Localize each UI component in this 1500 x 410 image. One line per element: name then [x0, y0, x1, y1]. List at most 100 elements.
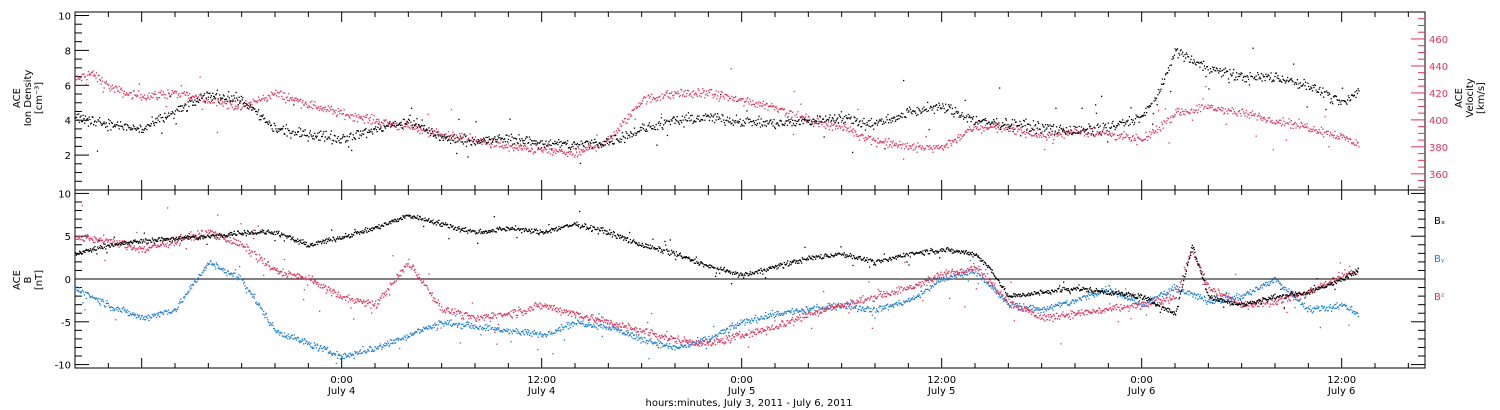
density-series-point: [339, 138, 341, 140]
density-series-point: [177, 109, 179, 111]
density-series-point: [450, 137, 453, 139]
velocity-series-point: [1322, 128, 1324, 130]
velocity-series-point: [177, 94, 179, 96]
velocity-series-point: [1241, 108, 1243, 111]
velocity-series-point: [182, 92, 184, 94]
density-series-point: [1280, 80, 1282, 82]
density-series-point: [1303, 78, 1305, 81]
density-series-point: [1050, 128, 1052, 130]
by-series-point: [703, 337, 705, 339]
density-series-point: [262, 114, 264, 116]
density-series-point: [969, 117, 972, 119]
velocity-series-point: [387, 121, 389, 124]
by-series-point: [787, 310, 789, 312]
by-series-point: [477, 327, 479, 330]
velocity-series-point: [1006, 126, 1008, 128]
velocity-series-point: [189, 93, 191, 95]
by-series-point: [147, 314, 149, 316]
velocity-series-point: [348, 115, 350, 117]
velocity-series-point: [1287, 122, 1289, 124]
density-series-point: [1263, 76, 1265, 78]
density-series-point: [1021, 126, 1023, 128]
velocity-series-point: [1324, 115, 1326, 118]
velocity-series-point: [704, 97, 706, 99]
density-series-point: [194, 99, 196, 101]
velocity-series-point: [1229, 110, 1231, 112]
velocity-series-point: [399, 123, 401, 125]
density-series-point: [1168, 69, 1170, 71]
velocity-series-point: [330, 105, 332, 108]
density-series-point: [553, 143, 555, 145]
density-series-point: [252, 107, 254, 109]
velocity-series-point: [156, 97, 158, 99]
velocity-series-point: [930, 146, 933, 149]
velocity-series-point: [1243, 113, 1245, 115]
by-series-point: [758, 319, 760, 321]
velocity-series-point: [427, 113, 429, 115]
density-series-point: [176, 108, 178, 110]
velocity-series-point: [622, 121, 624, 124]
velocity-series-point: [108, 88, 110, 90]
velocity-series-point: [1188, 112, 1191, 114]
velocity-series-point: [1225, 123, 1227, 125]
density-series-point: [831, 117, 834, 119]
by-series-point: [251, 296, 253, 298]
density-series-point: [633, 127, 636, 129]
density-series-point: [375, 129, 378, 131]
velocity-series-point: [891, 142, 894, 144]
by-series-point: [113, 310, 115, 312]
density-series-point: [1275, 72, 1277, 74]
density-series-point: [764, 124, 766, 126]
velocity-series-point: [150, 95, 152, 97]
velocity-series-point: [717, 91, 720, 93]
velocity-series-point: [453, 137, 456, 140]
density-series-point: [244, 105, 246, 107]
velocity-series-point: [426, 129, 428, 131]
velocity-series-point: [534, 151, 537, 153]
by-series-point: [869, 310, 871, 312]
density-series-point: [1153, 100, 1155, 102]
density-series-point: [191, 100, 193, 102]
density-series-point: [990, 123, 992, 126]
density-series-point: [724, 124, 726, 126]
by-series-point: [470, 327, 472, 329]
by-series-point: [449, 320, 451, 322]
by-series-point: [515, 330, 517, 333]
density-series-point: [167, 115, 169, 117]
density-series-point: [1013, 128, 1015, 131]
density-series-point: [251, 109, 253, 111]
velocity-series-point: [1003, 128, 1005, 130]
by-series-point: [248, 290, 250, 292]
velocity-series-point: [1215, 108, 1217, 110]
density-series-point: [563, 141, 565, 144]
by-series-point: [579, 323, 581, 325]
velocity-series-point: [894, 144, 897, 147]
velocity-series-point: [581, 150, 583, 152]
by-series-point: [168, 311, 170, 314]
density-series-point: [956, 110, 958, 112]
density-series-point: [278, 130, 280, 132]
velocity-series-point: [612, 135, 615, 137]
density-series-point: [195, 101, 197, 103]
velocity-series-point: [857, 108, 859, 111]
velocity-series-point: [810, 124, 813, 126]
density-series-point: [358, 137, 360, 139]
panel-0-ytick-label: 6: [65, 81, 71, 92]
velocity-series-point: [1014, 128, 1017, 130]
velocity-series-point: [996, 131, 999, 134]
by-series-point: [317, 350, 319, 352]
velocity-series-point: [1356, 144, 1358, 147]
density-series-point: [768, 121, 771, 123]
velocity-series-point: [847, 127, 849, 129]
by-series-point: [760, 315, 762, 317]
density-series-point: [842, 118, 844, 120]
velocity-series-point: [749, 98, 751, 100]
by-series-point: [419, 329, 421, 331]
by-series-point: [90, 296, 92, 298]
by-series-point: [197, 279, 199, 281]
velocity-series-point: [946, 143, 948, 145]
density-series-point: [1145, 107, 1147, 109]
velocity-series-point: [1126, 135, 1128, 137]
density-series-point: [745, 118, 747, 120]
velocity-series-point: [1283, 120, 1285, 122]
